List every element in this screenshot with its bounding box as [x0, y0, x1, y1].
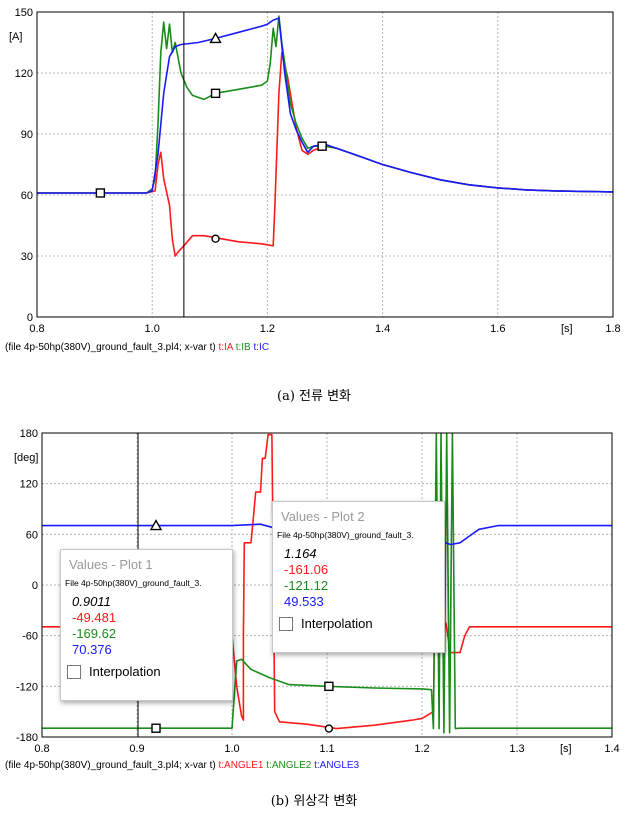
- legend-entry: t:ANGLE2: [266, 760, 314, 771]
- legend-file-label: (file 4p-50hp(380V)_ground_fault_3.pl4; …: [5, 760, 218, 771]
- series-line-tic: [37, 17, 613, 194]
- y-tick-label: 60: [26, 529, 38, 541]
- x-axis-unit: [s]: [561, 323, 573, 335]
- interpolation-checkbox-row[interactable]: Interpolation: [67, 664, 232, 679]
- x-tick-label: 1.2: [260, 323, 275, 335]
- figure-caption: (a) 전류 변화: [277, 389, 351, 404]
- series-marker: [151, 723, 161, 733]
- popup-time-value: 1.164: [284, 546, 317, 561]
- x-tick-label: 0.8: [29, 323, 44, 335]
- x-tick-label: 0.8: [34, 743, 49, 755]
- series-marker: [209, 31, 222, 44]
- popup-title: Values - Plot 2: [281, 509, 365, 524]
- x-axis-unit: [s]: [560, 743, 572, 755]
- y-tick-label: 60: [21, 190, 33, 202]
- y-tick-label: -180: [16, 732, 38, 744]
- plot-frame: [41, 432, 613, 738]
- x-tick-label: 0.9: [129, 743, 144, 755]
- interpolation-checkbox[interactable]: [67, 664, 81, 679]
- values-popup-plot-1[interactable]: Values - Plot 1 File 4p-50hp(380V)_groun…: [60, 549, 233, 701]
- y-tick-label: 120: [20, 479, 38, 491]
- popup-angle2-value: -121.12: [284, 578, 329, 593]
- y-tick-label: 150: [15, 7, 33, 19]
- popup-time-value: 0.9011: [72, 594, 111, 609]
- y-tick-label: -120: [16, 681, 38, 693]
- interpolation-checkbox[interactable]: [279, 616, 293, 631]
- series-line-tia: [37, 51, 613, 257]
- popup-angle3-value: 49.533: [284, 594, 324, 609]
- values-popup-plot-2[interactable]: Values - Plot 2 File 4p-50hp(380V)_groun…: [272, 501, 445, 653]
- x-tick-label: 1.8: [605, 323, 620, 335]
- interpolation-label: Interpolation: [301, 616, 373, 631]
- legend-entry: t:IB: [236, 342, 254, 353]
- series-marker: [149, 519, 163, 531]
- y-tick-label: 90: [21, 129, 33, 141]
- popup-angle2-value: -169.62: [72, 626, 117, 641]
- x-tick-label: 1.4: [604, 743, 619, 755]
- y-tick-label: 120: [15, 68, 33, 80]
- series-marker: [210, 88, 221, 99]
- legend: (file 4p-50hp(380V)_ground_fault_3.pl4; …: [5, 760, 360, 771]
- series-line-tib: [37, 15, 613, 194]
- y-tick-label: 0: [32, 580, 38, 592]
- series-marker: [324, 724, 334, 733]
- series-marker: [324, 681, 334, 692]
- x-tick-label: 1.2: [414, 743, 429, 755]
- legend-entry: t:ANGLE1: [218, 760, 266, 771]
- interpolation-checkbox-row[interactable]: Interpolation: [279, 616, 444, 631]
- y-axis-unit: [deg]: [14, 452, 38, 464]
- popup-angle1-value: -49.481: [72, 610, 117, 625]
- legend-entry: t:IC: [254, 342, 270, 353]
- x-tick-label: 1.0: [224, 743, 239, 755]
- series-marker: [95, 188, 106, 198]
- plot-frame: [36, 11, 614, 318]
- legend-file-label: (file 4p-50hp(380V)_ground_fault_3.pl4; …: [5, 342, 218, 353]
- x-tick-label: 1.4: [375, 323, 390, 335]
- y-tick-label: -60: [22, 631, 38, 643]
- chart-1: 0.8 1.0 1.2 1.4 1.6 1.8 0 30 60 90 120 150 [A] [s] (fi…: [5, 7, 621, 404]
- x-tick-label: 1.6: [490, 323, 505, 335]
- popup-title: Values - Plot 1: [69, 557, 153, 572]
- y-tick-label: 0: [27, 312, 33, 324]
- popup-angle1-value: -161.06: [284, 562, 329, 577]
- series-line-tangle2: [42, 433, 612, 734]
- figure-caption: (b) 위상각 변화: [271, 794, 358, 809]
- legend-entry: t:ANGLE3: [314, 760, 359, 771]
- legend-entry: t:IA: [218, 342, 235, 353]
- y-tick-label: 180: [20, 428, 38, 440]
- x-tick-label: 1.1: [319, 743, 334, 755]
- legend: (file 4p-50hp(380V)_ground_fault_3.pl4; …: [5, 342, 269, 353]
- series-marker: [211, 234, 220, 243]
- interpolation-label: Interpolation: [89, 664, 161, 679]
- popup-angle3-value: 70.376: [72, 642, 112, 657]
- y-axis-unit: [A]: [9, 31, 22, 43]
- popup-file: File 4p-50hp(380V)_ground_fault_3.: [277, 530, 414, 540]
- series-marker: [317, 141, 327, 151]
- popup-file: File 4p-50hp(380V)_ground_fault_3.: [65, 578, 202, 588]
- series-group: [37, 15, 613, 257]
- y-tick-label: 30: [21, 251, 33, 263]
- x-tick-label: 1.3: [509, 743, 524, 755]
- x-tick-label: 1.0: [145, 323, 160, 335]
